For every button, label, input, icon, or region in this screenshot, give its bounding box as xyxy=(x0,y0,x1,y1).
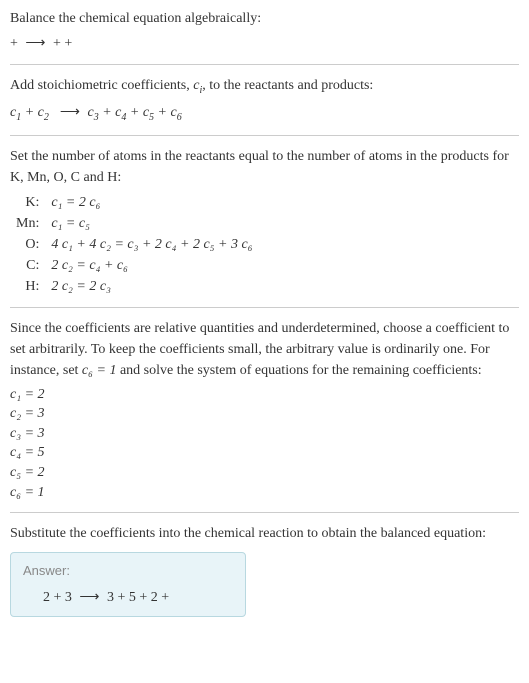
c6-sub: 6 xyxy=(177,112,182,123)
arrow-icon: ⟶ xyxy=(21,36,49,51)
solve-text: Since the coefficients are relative quan… xyxy=(10,318,519,381)
intro-equation: + ⟶ + + xyxy=(10,33,519,54)
coeff-c5: c₅ = 2 xyxy=(10,463,519,483)
table-row: Mn: c₁ = c₅ xyxy=(10,213,259,234)
divider xyxy=(10,512,519,513)
answer-equation: 2 + 3 ⟶ 3 + 5 + 2 + xyxy=(23,587,233,608)
divider xyxy=(10,64,519,65)
table-row: K: c₁ = 2 c₆ xyxy=(10,192,259,213)
atom-eq-c: 2 c₂ = c₄ + c₆ xyxy=(45,255,258,276)
plus3: + xyxy=(130,105,143,120)
atom-eq-mn: c₁ = c₅ xyxy=(45,213,258,234)
coeff-c6: c₆ = 1 xyxy=(10,483,519,503)
final-section: Substitute the coefficients into the che… xyxy=(10,523,519,617)
plus4: + xyxy=(158,105,171,120)
coeff-c2: c₂ = 3 xyxy=(10,404,519,424)
answer-label: Answer: xyxy=(23,561,233,581)
atom-table: K: c₁ = 2 c₆ Mn: c₁ = c₅ O: 4 c₁ + 4 c₂ … xyxy=(10,192,259,297)
plus2: + xyxy=(102,105,115,120)
stoich-text: Add stoichiometric coefficients, ci, to … xyxy=(10,75,519,98)
intro-section: Balance the chemical equation algebraica… xyxy=(10,8,519,54)
divider xyxy=(10,135,519,136)
stoich-equation: c1 + c2 ⟶ c3 + c4 + c5 + c6 xyxy=(10,102,519,125)
table-row: C: 2 c₂ = c₄ + c₆ xyxy=(10,255,259,276)
stoich-section: Add stoichiometric coefficients, ci, to … xyxy=(10,75,519,125)
c4-sub: 4 xyxy=(121,112,126,123)
answer-post: 3 + 5 + 2 + xyxy=(103,590,169,605)
table-row: H: 2 c₂ = 2 c₃ xyxy=(10,276,259,297)
answer-box: Answer: 2 + 3 ⟶ 3 + 5 + 2 + xyxy=(10,552,246,617)
stoich-text1: Add stoichiometric coefficients, xyxy=(10,78,193,93)
stoich-text2: , to the reactants and products: xyxy=(202,78,373,93)
table-row: O: 4 c₁ + 4 c₂ = c₃ + 2 c₄ + 2 c₅ + 3 c₆ xyxy=(10,234,259,255)
atom-eq-h: 2 c₂ = 2 c₃ xyxy=(45,276,258,297)
c3-sub: 3 xyxy=(94,112,99,123)
atoms-section: Set the number of atoms in the reactants… xyxy=(10,146,519,297)
atom-label-mn: Mn: xyxy=(10,213,45,234)
answer-pre: 2 + 3 xyxy=(43,590,75,605)
intro-pre: + xyxy=(10,36,21,51)
intro-post: + + xyxy=(53,36,72,51)
atom-eq-o: 4 c₁ + 4 c₂ = c₃ + 2 c₄ + 2 c₅ + 3 c₆ xyxy=(45,234,258,255)
solve-text2: and solve the system of equations for th… xyxy=(116,363,481,378)
final-text: Substitute the coefficients into the che… xyxy=(10,523,519,544)
atom-label-k: K: xyxy=(10,192,45,213)
intro-line1: Balance the chemical equation algebraica… xyxy=(10,8,519,29)
arrow-icon: ⟶ xyxy=(56,105,84,120)
atoms-text: Set the number of atoms in the reactants… xyxy=(10,146,519,188)
coeff-c4: c₄ = 5 xyxy=(10,443,519,463)
coeff-c1: c₁ = 2 xyxy=(10,385,519,405)
plus1: + xyxy=(25,105,38,120)
solve-var: c₆ = 1 xyxy=(82,363,117,378)
divider xyxy=(10,307,519,308)
coeff-c3: c₃ = 3 xyxy=(10,424,519,444)
arrow-icon: ⟶ xyxy=(75,590,103,605)
c5-sub: 5 xyxy=(149,112,154,123)
c2-sub: 2 xyxy=(44,112,49,123)
atom-eq-k: c₁ = 2 c₆ xyxy=(45,192,258,213)
atom-label-h: H: xyxy=(10,276,45,297)
coeff-list: c₁ = 2 c₂ = 3 c₃ = 3 c₄ = 5 c₅ = 2 c₆ = … xyxy=(10,385,519,503)
solve-section: Since the coefficients are relative quan… xyxy=(10,318,519,503)
atom-label-c: C: xyxy=(10,255,45,276)
atom-label-o: O: xyxy=(10,234,45,255)
c1-sub: 1 xyxy=(16,112,21,123)
